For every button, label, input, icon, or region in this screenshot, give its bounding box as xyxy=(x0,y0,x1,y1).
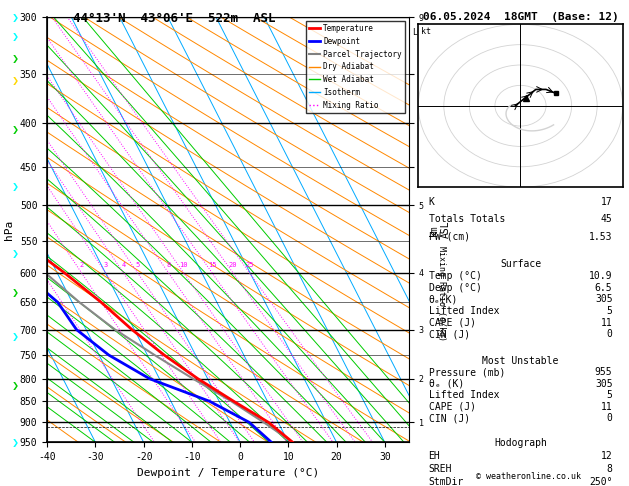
Text: ❯: ❯ xyxy=(11,381,18,390)
Text: ❯: ❯ xyxy=(11,33,18,41)
Text: ❯: ❯ xyxy=(11,331,18,341)
Text: 4: 4 xyxy=(121,262,125,268)
Text: 305: 305 xyxy=(595,295,613,304)
Text: ❯: ❯ xyxy=(11,13,18,21)
Text: θₑ(K): θₑ(K) xyxy=(428,295,458,304)
Text: 5: 5 xyxy=(135,262,140,268)
Text: 25: 25 xyxy=(245,262,253,268)
Text: ❯: ❯ xyxy=(11,249,18,258)
Text: 10: 10 xyxy=(179,262,188,268)
Text: 1.53: 1.53 xyxy=(589,231,613,242)
Text: 17: 17 xyxy=(601,197,613,207)
Text: StmDir: StmDir xyxy=(428,477,464,486)
Text: 0: 0 xyxy=(606,413,613,423)
Text: Totals Totals: Totals Totals xyxy=(428,214,505,224)
Text: Surface: Surface xyxy=(500,260,541,269)
Text: ❯: ❯ xyxy=(11,125,18,134)
Y-axis label: hPa: hPa xyxy=(4,220,14,240)
Text: Temp (°C): Temp (°C) xyxy=(428,271,481,281)
Text: 11: 11 xyxy=(601,401,613,412)
Text: 6.5: 6.5 xyxy=(595,283,613,293)
Text: 305: 305 xyxy=(595,379,613,388)
Text: 44°13'N  43°06'E  522m  ASL: 44°13'N 43°06'E 522m ASL xyxy=(72,12,275,25)
Text: kt: kt xyxy=(421,28,431,36)
Text: θₑ (K): θₑ (K) xyxy=(428,379,464,388)
Text: Mixing Ratio (g/kg): Mixing Ratio (g/kg) xyxy=(437,246,446,341)
Text: K: K xyxy=(428,197,435,207)
Text: Hodograph: Hodograph xyxy=(494,438,547,448)
Text: CAPE (J): CAPE (J) xyxy=(428,317,476,328)
Text: ❯: ❯ xyxy=(11,288,18,297)
Text: 250°: 250° xyxy=(589,477,613,486)
Text: 955: 955 xyxy=(595,367,613,377)
Text: 5: 5 xyxy=(606,306,613,316)
Text: EH: EH xyxy=(428,451,440,461)
Text: 8: 8 xyxy=(166,262,170,268)
Text: 45: 45 xyxy=(601,214,613,224)
Text: Dewp (°C): Dewp (°C) xyxy=(428,283,481,293)
Text: 2: 2 xyxy=(79,262,84,268)
Text: Lifted Index: Lifted Index xyxy=(428,306,499,316)
Text: 11: 11 xyxy=(601,317,613,328)
Text: Lifted Index: Lifted Index xyxy=(428,390,499,400)
Text: CAPE (J): CAPE (J) xyxy=(428,401,476,412)
Text: 20: 20 xyxy=(228,262,237,268)
Text: 06.05.2024  18GMT  (Base: 12): 06.05.2024 18GMT (Base: 12) xyxy=(423,12,618,22)
Text: PW (cm): PW (cm) xyxy=(428,231,470,242)
Text: 10.9: 10.9 xyxy=(589,271,613,281)
Text: 8: 8 xyxy=(606,464,613,474)
Text: CIN (J): CIN (J) xyxy=(428,413,470,423)
Legend: Temperature, Dewpoint, Parcel Trajectory, Dry Adiabat, Wet Adiabat, Isotherm, Mi: Temperature, Dewpoint, Parcel Trajectory… xyxy=(306,21,405,113)
Text: 5: 5 xyxy=(606,390,613,400)
X-axis label: Dewpoint / Temperature (°C): Dewpoint / Temperature (°C) xyxy=(137,468,319,478)
Text: 12: 12 xyxy=(601,451,613,461)
Text: 0: 0 xyxy=(606,329,613,339)
Text: LCL: LCL xyxy=(413,28,428,36)
Text: Pressure (mb): Pressure (mb) xyxy=(428,367,505,377)
Text: ❯: ❯ xyxy=(11,76,18,85)
Text: ❯: ❯ xyxy=(11,53,18,63)
Text: SREH: SREH xyxy=(428,464,452,474)
Y-axis label: km
ASL: km ASL xyxy=(429,221,451,239)
Text: Most Unstable: Most Unstable xyxy=(482,356,559,365)
Text: ❯: ❯ xyxy=(11,182,18,191)
Text: ❯: ❯ xyxy=(11,438,18,447)
Text: 15: 15 xyxy=(208,262,216,268)
Text: © weatheronline.co.uk: © weatheronline.co.uk xyxy=(476,472,581,481)
Text: CIN (J): CIN (J) xyxy=(428,329,470,339)
Text: 3: 3 xyxy=(103,262,108,268)
